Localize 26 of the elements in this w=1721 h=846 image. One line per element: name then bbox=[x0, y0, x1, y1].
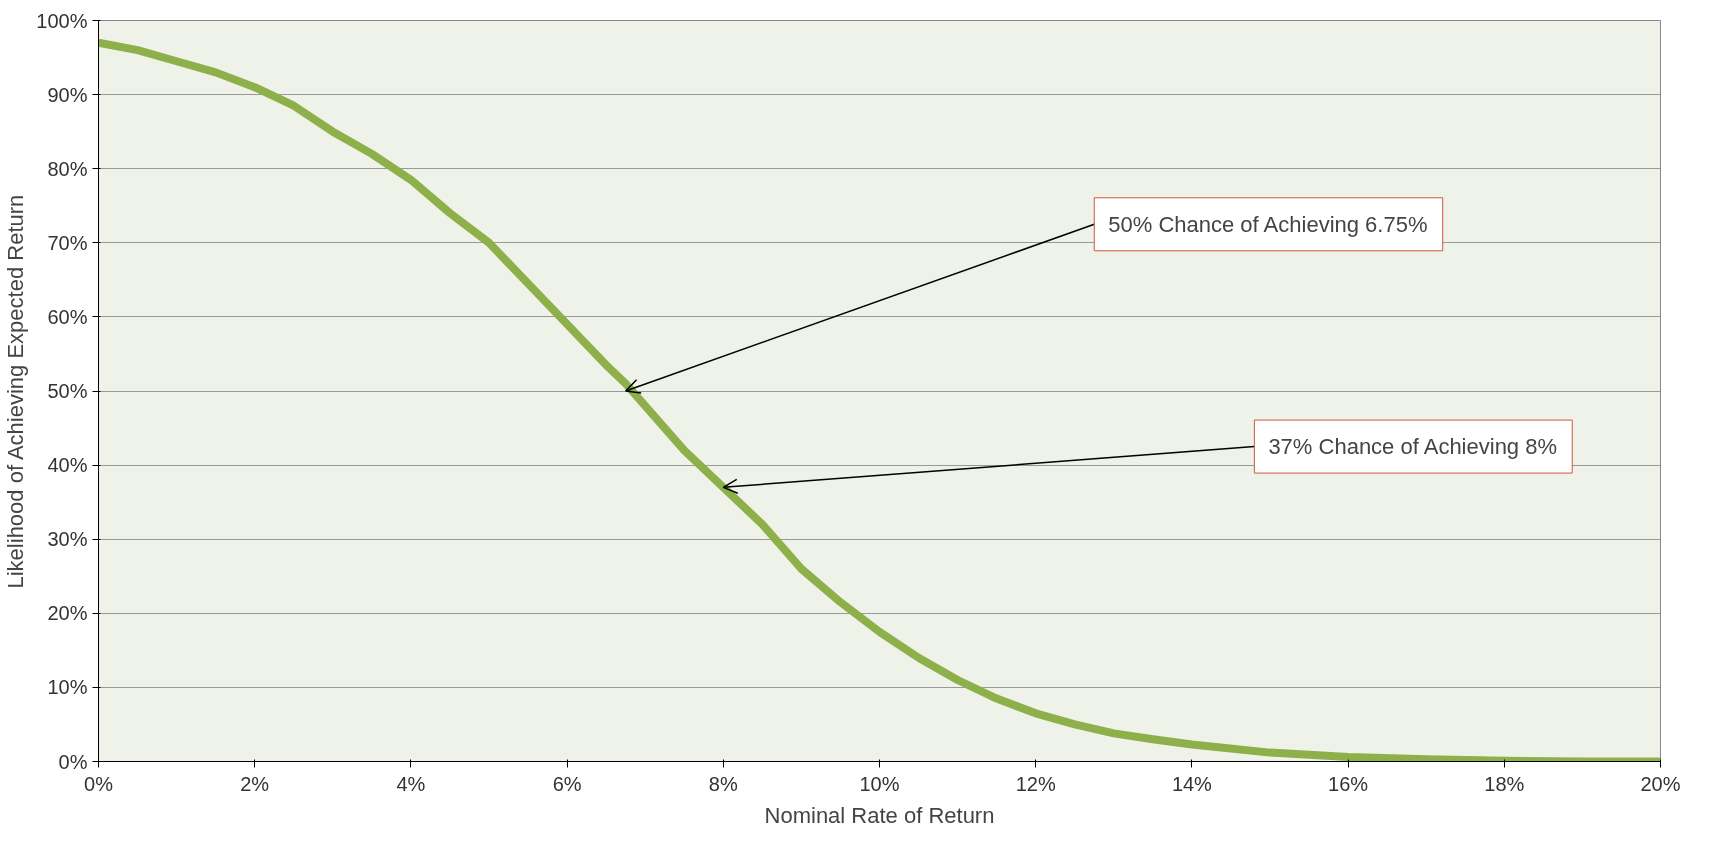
y-axis-title: Likelihood of Achieving Expected Return bbox=[3, 194, 29, 589]
x-tick-label: 16% bbox=[1328, 772, 1369, 795]
y-tick-label: 80% bbox=[47, 157, 88, 180]
x-tick-label: 20% bbox=[1640, 772, 1681, 795]
x-tick-label: 2% bbox=[240, 772, 270, 795]
annotation: 50% Chance of Achieving 6.75% bbox=[1108, 211, 1428, 237]
x-axis-title: Nominal Rate of Return bbox=[764, 802, 995, 828]
y-tick-label: 10% bbox=[47, 676, 88, 699]
x-tick-label: 18% bbox=[1484, 772, 1525, 795]
y-tick-label: 0% bbox=[58, 750, 88, 773]
y-tick-label: 50% bbox=[47, 380, 88, 402]
annotation: 37% Chance of Achieving 8% bbox=[1268, 434, 1558, 460]
y-tick-label: 70% bbox=[47, 231, 88, 254]
x-tick-label: 6% bbox=[552, 772, 582, 795]
x-tick-label: 0% bbox=[84, 772, 114, 795]
y-tick-label: 30% bbox=[47, 528, 88, 551]
y-tick-label: 100% bbox=[36, 9, 88, 32]
y-tick-label: 90% bbox=[47, 83, 88, 106]
y-tick-label: 60% bbox=[47, 305, 88, 328]
x-tick-label: 14% bbox=[1171, 772, 1213, 795]
x-tick-label: 12% bbox=[1015, 772, 1056, 795]
x-tick-label: 10% bbox=[859, 772, 900, 795]
x-tick-label: 8% bbox=[708, 772, 738, 795]
y-tick-label: 40% bbox=[47, 454, 88, 477]
x-tick-label: 4% bbox=[396, 772, 426, 795]
y-tick-label: 20% bbox=[47, 602, 88, 625]
